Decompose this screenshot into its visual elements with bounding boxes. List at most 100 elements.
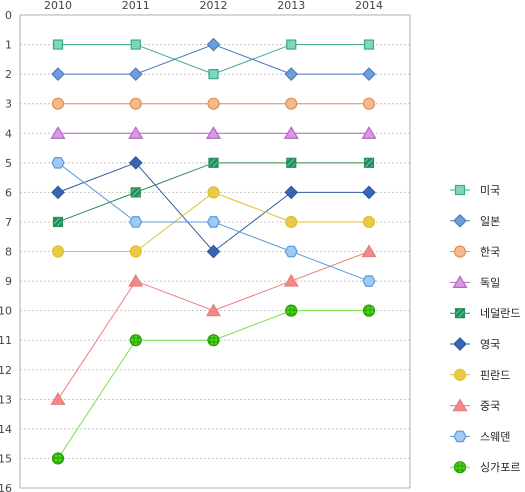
- y-tick-label-14: 14: [0, 423, 12, 436]
- y-tick-label-8: 8: [5, 246, 12, 259]
- data-point-9-2014: [362, 304, 376, 317]
- x-tick-label-2010: 2010: [44, 0, 72, 12]
- legend-marker-2: [453, 245, 467, 258]
- x-tick-label-2014: 2014: [355, 0, 383, 12]
- data-point-7-2014: [361, 244, 377, 258]
- y-tick-label-10: 10: [0, 305, 12, 318]
- x-tick-label-2012: 2012: [200, 0, 228, 12]
- series-9: [51, 304, 376, 465]
- data-point-3-2014: [361, 126, 377, 139]
- data-point-1-2010: [51, 67, 65, 81]
- data-point-5-2012: [206, 244, 221, 259]
- y-tick-label-7: 7: [5, 216, 12, 229]
- legend-label-8: 스웨덴: [480, 430, 510, 443]
- y-tick-label-5: 5: [5, 157, 12, 170]
- legend-item-6: 핀란드: [450, 368, 510, 382]
- legend-item-1: 일본: [450, 214, 500, 228]
- data-point-6-2014: [362, 215, 376, 229]
- legend-marker-6: [453, 368, 467, 381]
- x-tick-label-2013: 2013: [277, 0, 305, 12]
- data-point-3-2012: [205, 126, 222, 139]
- legend-label-7: 중국: [480, 400, 500, 413]
- y-tick-label-11: 11: [0, 334, 12, 347]
- data-point-9-2010: [51, 452, 65, 465]
- series-3: [50, 126, 377, 139]
- data-point-7-2012: [205, 303, 222, 317]
- legend-item-2: 한국: [450, 245, 500, 259]
- legend-item-8: 스웨덴: [450, 430, 510, 443]
- legend-label-3: 독일: [480, 275, 500, 289]
- series-6: [51, 186, 376, 258]
- data-point-6-2011: [129, 245, 142, 258]
- data-point-4-2013: [286, 157, 297, 168]
- data-point-8-2013: [284, 245, 298, 258]
- data-point-4-2011: [130, 187, 141, 198]
- data-point-3-2010: [50, 126, 66, 139]
- data-point-4-2012: [208, 157, 219, 168]
- data-point-7-2010: [50, 392, 66, 405]
- series-line-9: [57, 310, 369, 459]
- data-point-2-2011: [129, 97, 142, 110]
- data-point-0-2012: [208, 69, 219, 80]
- data-point-1-2013: [284, 67, 299, 81]
- y-tick-label-2: 2: [5, 68, 12, 81]
- data-point-7-2011: [128, 273, 144, 287]
- data-point-5-2013: [284, 185, 299, 200]
- data-point-8-2011: [129, 216, 143, 228]
- legend-marker-4: [454, 308, 466, 319]
- legend-item-3: 독일: [450, 275, 500, 289]
- x-tick-label-2011: 2011: [122, 0, 150, 12]
- data-point-0-2010: [52, 39, 64, 50]
- legend-marker-9: [453, 461, 467, 474]
- y-tick-label-9: 9: [5, 275, 12, 288]
- legend-marker-3: [452, 275, 468, 288]
- legend-item-4: 네덜란드: [450, 307, 520, 320]
- y-tick-label-15: 15: [0, 452, 12, 465]
- data-point-2-2010: [51, 97, 65, 110]
- legend-label-0: 미국: [480, 184, 500, 197]
- data-point-1-2012: [206, 37, 221, 52]
- data-point-9-2011: [129, 334, 142, 347]
- data-point-2-2012: [207, 97, 220, 110]
- data-point-6-2010: [51, 245, 65, 258]
- series-5: [51, 155, 376, 259]
- series-0: [52, 39, 375, 80]
- data-point-0-2011: [130, 39, 141, 50]
- data-point-4-2010: [52, 216, 64, 228]
- data-point-3-2011: [128, 126, 144, 139]
- legend-label-6: 핀란드: [480, 369, 510, 382]
- legend-item-7: 중국: [450, 398, 500, 413]
- y-tick-label-13: 13: [0, 393, 12, 406]
- legend-item-9: 싱가포르: [450, 461, 520, 474]
- y-tick-label-0: 0: [5, 9, 12, 22]
- legend-marker-7: [452, 398, 468, 412]
- data-point-7-2013: [283, 273, 299, 287]
- data-point-2-2013: [285, 97, 298, 110]
- legend-label-1: 일본: [480, 214, 500, 228]
- y-tick-label-6: 6: [5, 186, 12, 199]
- legend-label-9: 싱가포르: [480, 461, 520, 474]
- series-line-7: [57, 251, 370, 400]
- legend-label-4: 네덜란드: [480, 307, 520, 320]
- data-point-6-2012: [207, 186, 220, 199]
- y-tick-label-4: 4: [5, 127, 12, 140]
- data-point-9-2013: [285, 304, 298, 317]
- y-tick-label-1: 1: [5, 39, 12, 52]
- legend-marker-0: [454, 184, 466, 196]
- data-point-8-2012: [206, 216, 221, 228]
- series-line-5: [57, 162, 369, 253]
- legend-label-5: 영국: [480, 338, 500, 351]
- legend-marker-8: [453, 430, 467, 443]
- legend-marker-1: [453, 213, 467, 228]
- data-point-8-2010: [51, 157, 65, 169]
- series-layer: [50, 37, 377, 465]
- legend-label-2: 한국: [480, 246, 500, 259]
- series-7: [50, 244, 377, 405]
- data-point-6-2013: [285, 215, 298, 229]
- data-point-3-2013: [283, 126, 299, 139]
- series-1: [51, 37, 376, 81]
- data-point-5-2014: [362, 185, 376, 200]
